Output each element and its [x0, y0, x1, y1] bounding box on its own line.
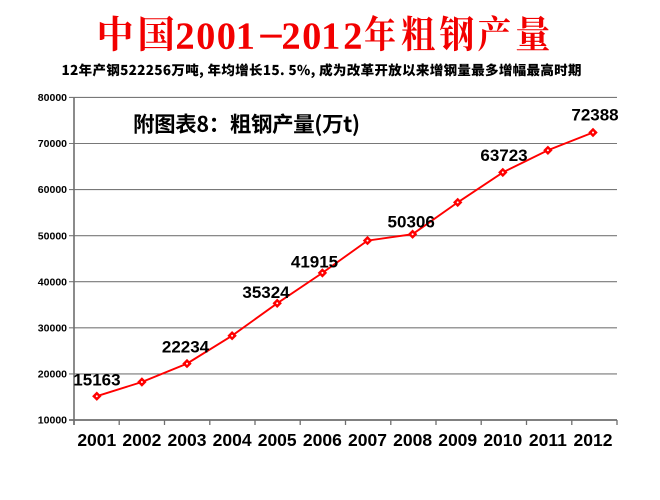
svg-text:50306: 50306 [388, 213, 435, 232]
svg-text:2008: 2008 [393, 430, 432, 450]
svg-text:20000: 20000 [38, 369, 67, 381]
svg-text:80000: 80000 [38, 92, 67, 104]
svg-text:40000: 40000 [38, 276, 67, 288]
svg-text:2012: 2012 [574, 430, 613, 450]
svg-text:22234: 22234 [162, 338, 210, 357]
svg-text:2001: 2001 [77, 430, 116, 450]
svg-text:72388: 72388 [571, 106, 618, 125]
svg-text:10000: 10000 [38, 415, 67, 427]
svg-text:63723: 63723 [480, 146, 527, 165]
svg-text:2003: 2003 [168, 430, 207, 450]
svg-text:2004: 2004 [213, 430, 252, 450]
svg-text:2002: 2002 [122, 430, 161, 450]
svg-text:2010: 2010 [483, 430, 522, 450]
svg-text:60000: 60000 [38, 184, 67, 196]
svg-text:2007: 2007 [348, 430, 387, 450]
svg-text:30000: 30000 [38, 322, 67, 334]
svg-text:2006: 2006 [303, 430, 342, 450]
svg-text:2009: 2009 [438, 430, 477, 450]
svg-text:2011: 2011 [529, 430, 567, 450]
svg-text:2005: 2005 [258, 430, 297, 450]
svg-text:15163: 15163 [73, 371, 120, 390]
svg-text:41915: 41915 [291, 252, 338, 271]
svg-text:70000: 70000 [38, 138, 67, 150]
svg-text:35324: 35324 [242, 283, 290, 302]
svg-text:50000: 50000 [38, 230, 67, 242]
